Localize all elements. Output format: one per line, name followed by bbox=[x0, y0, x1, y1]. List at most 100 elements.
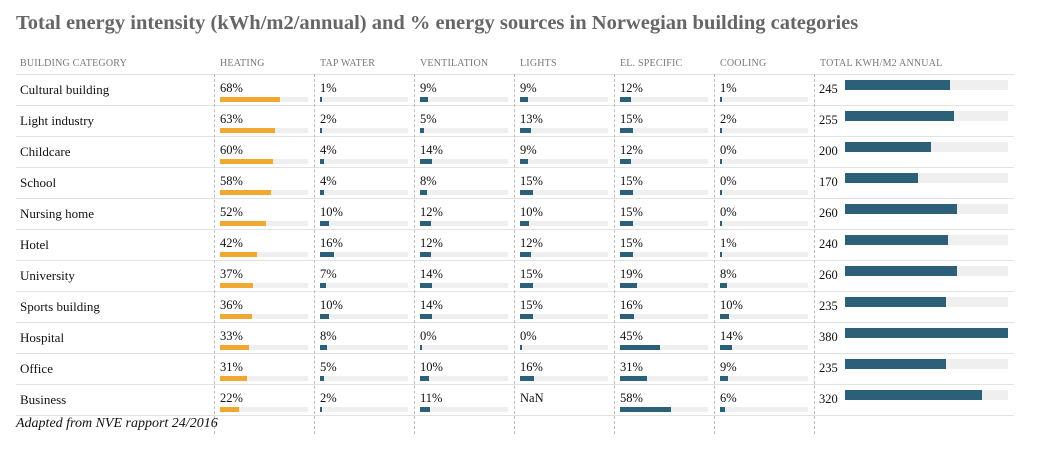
percent-bar bbox=[320, 345, 328, 350]
percent-label: 9% bbox=[520, 81, 537, 95]
total-bar bbox=[845, 111, 955, 121]
total-value-label: 260 bbox=[819, 268, 838, 282]
percent-bar-track bbox=[720, 190, 808, 195]
percent-label: 42% bbox=[220, 236, 243, 250]
percent-label: 14% bbox=[420, 143, 443, 157]
header-cooling: COOLING bbox=[720, 58, 767, 69]
percent-label: 15% bbox=[620, 112, 643, 126]
percent-bar-track bbox=[420, 128, 508, 133]
percent-bar bbox=[320, 283, 327, 288]
building-category-label: Childcare bbox=[20, 144, 71, 159]
percent-bar bbox=[720, 283, 728, 288]
percent-bar-track bbox=[520, 345, 608, 350]
building-category-label: Office bbox=[20, 361, 53, 376]
percent-bar bbox=[220, 376, 248, 381]
percent-label: 10% bbox=[720, 298, 743, 312]
percent-bar-track bbox=[520, 159, 608, 164]
percent-bar bbox=[520, 221, 529, 226]
total-bar bbox=[845, 80, 951, 90]
percent-bar-track bbox=[220, 314, 308, 319]
percent-bar-track bbox=[720, 128, 808, 133]
percent-bar bbox=[620, 407, 672, 412]
percent-bar-track bbox=[520, 221, 608, 226]
percent-label: 0% bbox=[720, 205, 737, 219]
percent-bar-track bbox=[420, 159, 508, 164]
percent-bar bbox=[320, 159, 324, 164]
column-divider bbox=[414, 74, 415, 434]
column-divider bbox=[614, 74, 615, 434]
percent-bar bbox=[620, 190, 634, 195]
percent-bar bbox=[420, 314, 433, 319]
percent-bar-track bbox=[320, 252, 408, 257]
percent-bar-track bbox=[720, 314, 808, 319]
percent-bar-track bbox=[320, 345, 408, 350]
percent-bar-track bbox=[220, 221, 308, 226]
cell-total: 260 bbox=[814, 199, 1014, 229]
percent-bar-track bbox=[220, 345, 308, 350]
percent-bar bbox=[520, 314, 534, 319]
cell-total: 255 bbox=[814, 106, 1014, 136]
percent-label: 68% bbox=[220, 81, 243, 95]
percent-label: 1% bbox=[720, 81, 737, 95]
table-row: Business 22% 2% 11% NaN 58% 6% 320 bbox=[16, 385, 1014, 416]
percent-label: 5% bbox=[420, 112, 437, 126]
percent-label: 15% bbox=[620, 174, 643, 188]
percent-bar bbox=[620, 252, 634, 257]
percent-label: 12% bbox=[620, 81, 643, 95]
percent-bar bbox=[620, 97, 631, 102]
percent-label: 2% bbox=[320, 391, 337, 405]
header-building-category: BUILDING CATEGORY bbox=[20, 58, 128, 69]
building-category-label: School bbox=[20, 175, 57, 190]
cell-total: 245 bbox=[814, 75, 1014, 105]
percent-bar bbox=[420, 407, 430, 412]
percent-bar bbox=[720, 159, 722, 164]
total-bar-track bbox=[845, 204, 1008, 214]
percent-label: 37% bbox=[220, 267, 243, 281]
percent-label: 11% bbox=[420, 391, 443, 405]
building-category-label: Cultural building bbox=[20, 82, 110, 97]
percent-label: 14% bbox=[420, 267, 443, 281]
percent-bar-track bbox=[620, 221, 708, 226]
percent-bar-track bbox=[220, 407, 308, 412]
percent-bar-track bbox=[420, 97, 508, 102]
column-divider bbox=[314, 74, 315, 434]
percent-bar-track bbox=[220, 128, 308, 133]
percent-label: 15% bbox=[620, 205, 643, 219]
percent-label: 13% bbox=[520, 112, 543, 126]
percent-label: 63% bbox=[220, 112, 243, 126]
percent-bar-track bbox=[720, 252, 808, 257]
percent-bar bbox=[620, 376, 648, 381]
percent-bar-track bbox=[320, 407, 408, 412]
total-bar-track bbox=[845, 80, 1008, 90]
percent-bar bbox=[520, 128, 532, 133]
percent-label: 45% bbox=[620, 329, 643, 343]
table-row: Light industry 63% 2% 5% 13% 15% 2% 255 bbox=[16, 106, 1014, 137]
percent-label: 52% bbox=[220, 205, 243, 219]
percent-bar-track bbox=[520, 128, 608, 133]
table-row: Nursing home 52% 10% 12% 10% 15% 0% 260 bbox=[16, 199, 1014, 230]
percent-bar bbox=[720, 190, 722, 195]
percent-label: 16% bbox=[620, 298, 643, 312]
percent-label: 10% bbox=[320, 298, 343, 312]
percent-bar-track bbox=[420, 190, 508, 195]
percent-label: 9% bbox=[420, 81, 437, 95]
percent-label: 12% bbox=[520, 236, 543, 250]
percent-label: 15% bbox=[620, 236, 643, 250]
table-row: Cultural building 68% 1% 9% 9% 12% 1% 245 bbox=[16, 74, 1014, 106]
table-body: Cultural building 68% 1% 9% 9% 12% 1% 245 Light … bbox=[16, 74, 1014, 416]
total-bar-track bbox=[845, 359, 1008, 369]
percent-bar bbox=[220, 283, 253, 288]
percent-bar bbox=[220, 252, 257, 257]
percent-bar-track bbox=[320, 190, 408, 195]
percent-label: 9% bbox=[720, 360, 737, 374]
percent-label: 10% bbox=[320, 205, 343, 219]
percent-label: 33% bbox=[220, 329, 243, 343]
percent-bar bbox=[620, 314, 635, 319]
percent-label: 0% bbox=[720, 174, 737, 188]
total-bar bbox=[845, 173, 918, 183]
percent-label: 14% bbox=[420, 298, 443, 312]
total-value-label: 200 bbox=[819, 144, 838, 158]
cell-total: 235 bbox=[814, 292, 1014, 322]
building-category-label: Hotel bbox=[20, 237, 49, 252]
header-heating: HEATING bbox=[220, 58, 265, 69]
